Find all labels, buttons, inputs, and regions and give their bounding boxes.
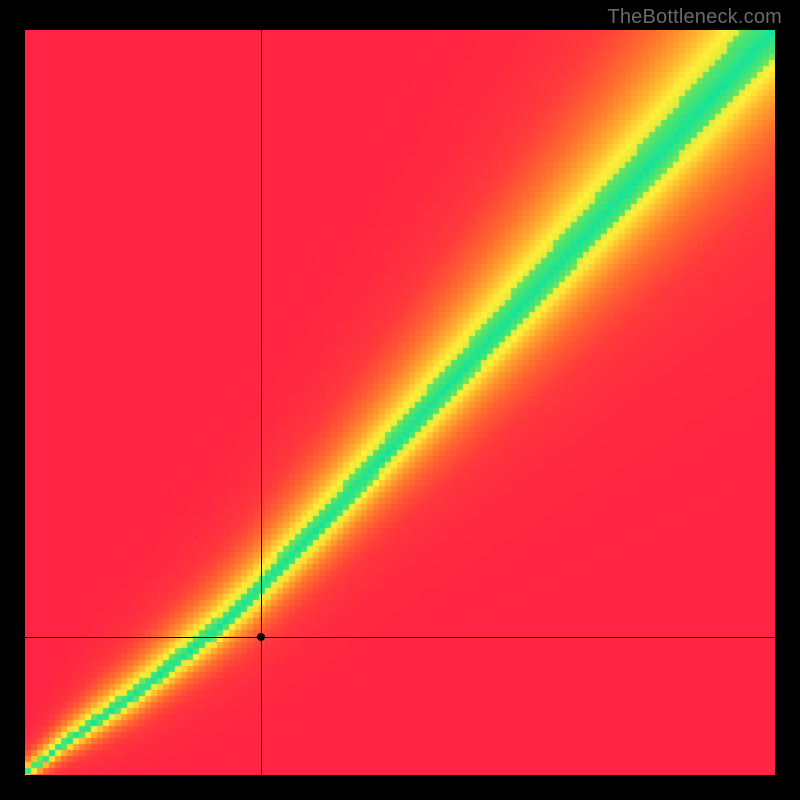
watermark-text: TheBottleneck.com — [607, 6, 782, 29]
heatmap-canvas — [25, 30, 775, 775]
crosshair-vertical-line — [261, 30, 262, 775]
heatmap-plot — [25, 30, 775, 775]
crosshair-dot — [257, 633, 265, 641]
crosshair-horizontal-line — [25, 637, 775, 638]
